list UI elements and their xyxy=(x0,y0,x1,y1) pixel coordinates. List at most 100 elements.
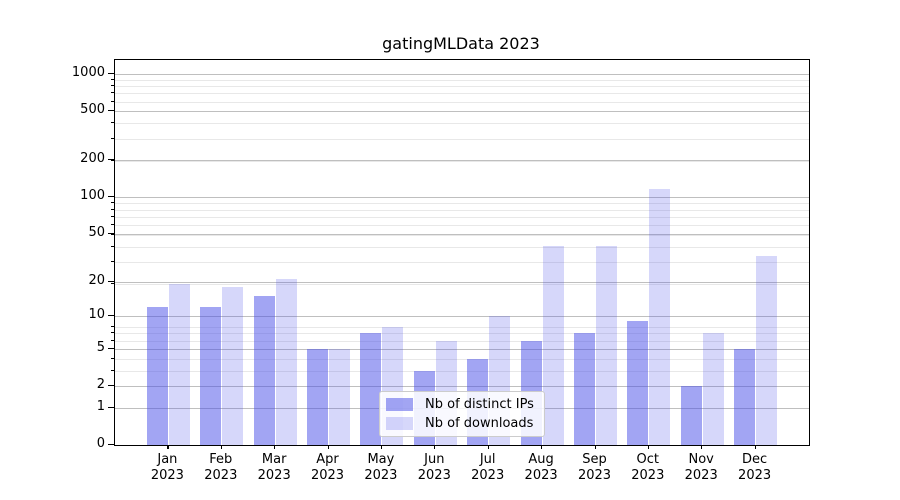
y-minor-tick-mark xyxy=(111,245,114,247)
legend-row: Nb of distinct IPs xyxy=(386,395,534,414)
y-tick-mark xyxy=(108,315,114,317)
x-tick-label: Nov 2023 xyxy=(684,452,718,483)
gridline-minor xyxy=(115,79,809,81)
gridline-minor xyxy=(115,203,809,205)
x-tick-label: Mar 2023 xyxy=(257,452,291,483)
x-tick-mark xyxy=(167,445,169,449)
gridline-major xyxy=(115,111,809,113)
y-minor-tick-mark xyxy=(111,78,114,80)
bar-distinct-ips xyxy=(307,348,328,445)
legend: Nb of distinct IPs Nb of downloads xyxy=(379,391,545,437)
x-tick-label: Aug 2023 xyxy=(524,452,558,483)
y-minor-tick-mark xyxy=(111,208,114,210)
gridline-minor xyxy=(115,101,809,103)
bar-distinct-ips xyxy=(200,307,222,445)
y-tick-mark xyxy=(108,73,114,75)
x-tick-label: Feb 2023 xyxy=(204,452,238,483)
gridline-minor xyxy=(115,86,809,88)
gridline-minor xyxy=(115,235,809,236)
gridline-major xyxy=(115,281,809,283)
y-minor-tick-mark xyxy=(111,92,114,94)
x-tick-mark xyxy=(541,445,543,449)
legend-label: Nb of distinct IPs xyxy=(425,397,534,412)
y-minor-tick-mark xyxy=(111,202,114,204)
bar-distinct-ips xyxy=(680,386,702,445)
bar-distinct-ips xyxy=(734,348,756,445)
y-tick-label: 5 xyxy=(96,339,105,355)
y-tick-label: 20 xyxy=(88,272,105,288)
y-minor-tick-mark xyxy=(111,159,114,161)
y-minor-tick-mark xyxy=(111,85,114,87)
y-tick-label: 200 xyxy=(80,151,105,167)
x-tick-mark xyxy=(647,445,649,449)
gridline-major xyxy=(115,386,809,387)
y-minor-tick-mark xyxy=(111,283,114,285)
y-tick-label: 500 xyxy=(80,102,105,118)
x-tick-mark xyxy=(380,445,383,449)
x-tick-label: Oct 2023 xyxy=(631,452,665,483)
gridline-minor xyxy=(115,327,809,328)
y-minor-tick-mark xyxy=(111,100,114,102)
gridline-major xyxy=(115,316,809,318)
y-minor-tick-mark xyxy=(111,110,114,112)
y-minor-tick-mark xyxy=(111,385,114,386)
y-tick-mark xyxy=(108,280,114,282)
y-minor-tick-mark xyxy=(111,339,114,341)
gridline-major xyxy=(115,74,809,76)
gridline-minor xyxy=(115,138,809,140)
x-tick-mark xyxy=(594,445,596,449)
y-minor-tick-mark xyxy=(111,122,114,124)
y-minor-tick-mark xyxy=(111,261,114,263)
gridline-major xyxy=(115,197,809,199)
x-tick-mark xyxy=(220,445,222,449)
gridline-minor xyxy=(115,123,809,125)
gridline-minor xyxy=(115,216,809,218)
bar-distinct-ips xyxy=(146,307,168,445)
y-tick-label: 0 xyxy=(96,436,105,451)
bar-downloads xyxy=(756,255,778,445)
gridline-minor xyxy=(115,225,809,227)
y-minor-tick-mark xyxy=(111,369,114,371)
x-tick-label: May 2023 xyxy=(364,452,398,483)
legend-swatch-distinct-ips xyxy=(386,398,413,411)
gridline-minor xyxy=(115,284,809,286)
gridline-minor xyxy=(115,370,809,372)
y-minor-tick-mark xyxy=(111,406,114,408)
x-tick-mark xyxy=(274,445,276,449)
bar-downloads xyxy=(702,333,724,445)
bar-downloads xyxy=(596,245,617,445)
gridline-major xyxy=(115,348,809,350)
x-tick-label: Jun 2023 xyxy=(417,452,451,483)
y-minor-tick-mark xyxy=(111,215,114,217)
gridline-minor xyxy=(115,246,809,248)
legend-row: Nb of downloads xyxy=(386,414,534,433)
bar-distinct-ips xyxy=(253,296,275,445)
gridline-minor xyxy=(115,340,809,342)
gridline-minor xyxy=(115,93,809,95)
plot-area xyxy=(114,59,810,446)
bar-downloads xyxy=(649,188,671,445)
y-tick-label: 10 xyxy=(88,307,105,323)
bar-downloads xyxy=(329,348,350,445)
y-tick-label: 1 xyxy=(96,398,105,414)
chart-title: gatingMLData 2023 xyxy=(382,34,540,53)
gridline-minor xyxy=(115,333,809,335)
bar-distinct-ips xyxy=(360,333,382,445)
gridline-major xyxy=(115,160,809,162)
x-tick-mark xyxy=(434,445,436,449)
y-tick-mark xyxy=(108,232,114,235)
y-minor-tick-mark xyxy=(111,332,114,334)
x-tick-label: Apr 2023 xyxy=(310,452,345,483)
bar-downloads xyxy=(542,245,564,445)
gridline-minor xyxy=(115,209,809,211)
x-tick-mark xyxy=(327,445,329,449)
x-tick-label: Dec 2023 xyxy=(738,452,772,483)
x-tick-label: Jan 2023 xyxy=(150,452,184,483)
gridline-minor xyxy=(115,262,809,264)
bar-downloads xyxy=(222,286,244,445)
bar-downloads xyxy=(275,279,297,445)
x-tick-mark xyxy=(754,445,756,449)
x-tick-mark xyxy=(487,445,489,449)
x-tick-mark xyxy=(701,445,703,449)
